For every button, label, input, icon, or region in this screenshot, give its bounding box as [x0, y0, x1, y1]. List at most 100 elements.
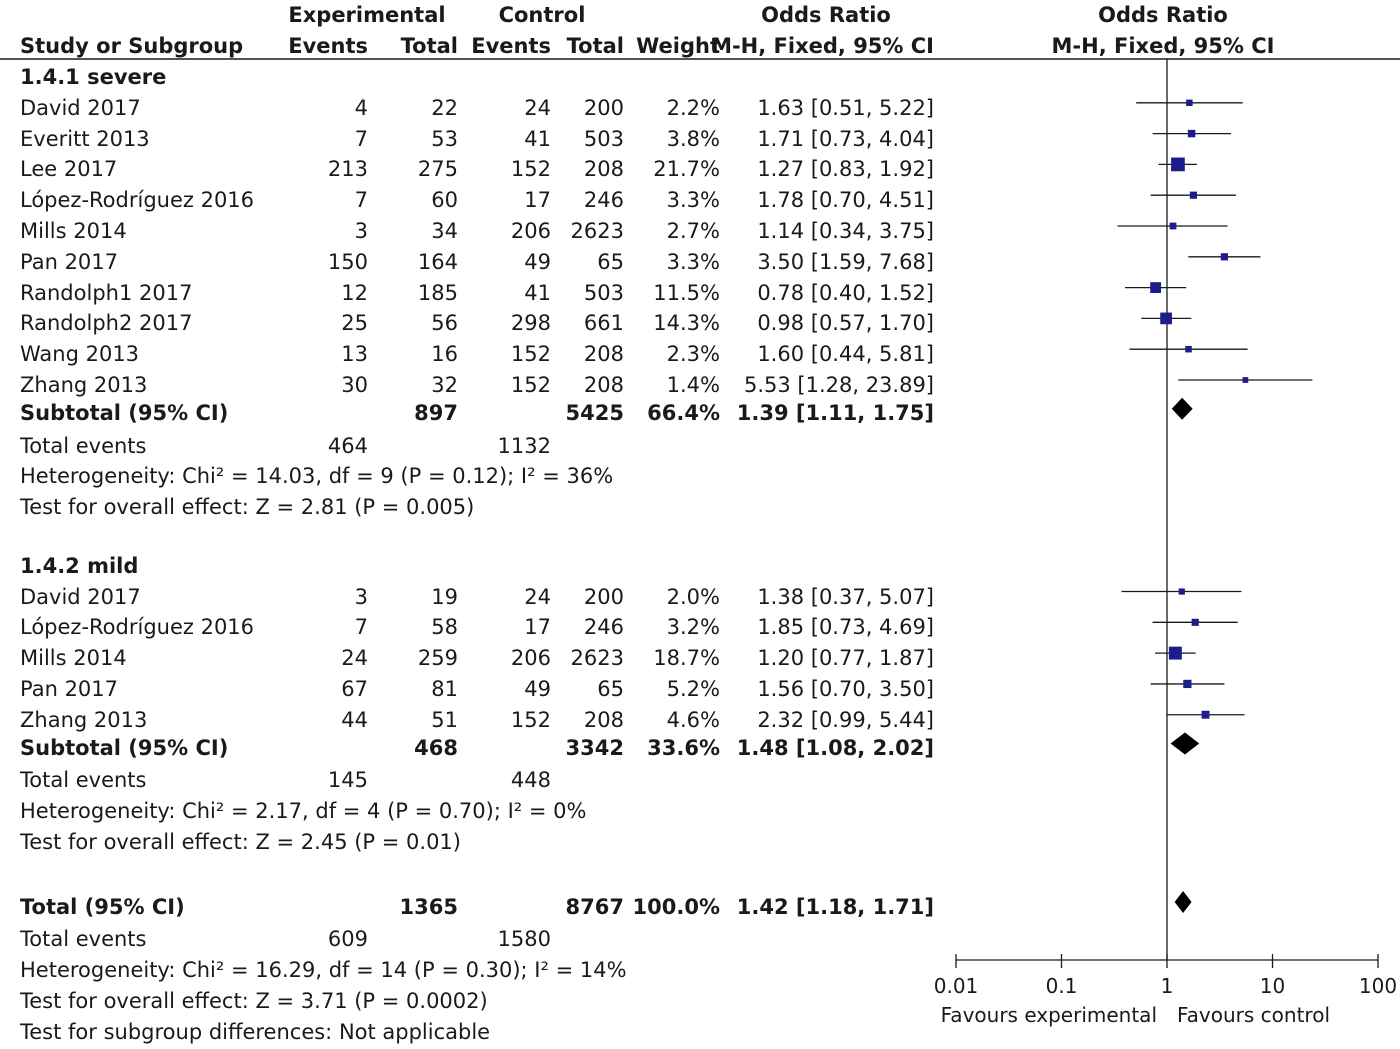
total-label: Total (95% CI) — [20, 895, 185, 919]
x-tick-label: 0.01 — [934, 974, 979, 998]
subtotal-ctl-total: 3342 — [565, 735, 624, 760]
study-name: Pan 2017 — [20, 249, 119, 274]
study-weight-square — [1185, 345, 1192, 353]
exp-events-cell: 3 — [354, 219, 368, 243]
odds-ratio-ci-cell: 1.63 [0.51, 5.22] — [757, 95, 934, 120]
exp-events-cell: 30 — [341, 373, 368, 397]
favours-experimental-label: Favours experimental — [941, 1003, 1157, 1027]
ctl-total-cell: 503 — [583, 280, 624, 305]
header-control: Control — [498, 3, 586, 27]
exp-events-cell: 7 — [354, 615, 368, 640]
study-weight-square — [1168, 646, 1182, 660]
exp-events-cell: 7 — [354, 126, 368, 151]
weight-cell: 3.2% — [666, 615, 720, 640]
ctl-total-cell: 2623 — [570, 646, 624, 671]
overall-heterogeneity-text: Heterogeneity: Chi² = 16.29, df = 14 (P … — [20, 958, 627, 982]
study-weight-square — [1183, 679, 1192, 689]
exp-events-cell: 150 — [327, 249, 368, 274]
subtotal-odds-ratio-ci: 1.48 [1.08, 2.02] — [736, 735, 934, 760]
study-weight-square — [1189, 191, 1198, 199]
ctl-total-cell: 200 — [583, 95, 624, 120]
odds-ratio-ci-cell: 0.78 [0.40, 1.52] — [757, 280, 934, 305]
odds-ratio-ci-cell: 0.98 [0.57, 1.70] — [757, 311, 934, 336]
ctl-total-cell: 2623 — [570, 219, 624, 243]
ctl-events-cell: 152 — [510, 373, 551, 397]
weight-cell: 3.3% — [666, 249, 720, 274]
subtotal-label: Subtotal (95% CI) — [20, 400, 229, 425]
heterogeneity-text: Heterogeneity: Chi² = 2.17, df = 4 (P = … — [20, 799, 587, 824]
study-weight-square — [1160, 312, 1172, 325]
ctl-events-cell: 49 — [524, 249, 551, 274]
header-exp-events: Events — [288, 34, 368, 58]
odds-ratio-ci-cell: 2.32 [0.99, 5.44] — [757, 707, 934, 732]
header-exp-total: Total — [400, 34, 458, 58]
exp-total-cell: 60 — [431, 188, 458, 213]
exp-events-cell: 12 — [341, 280, 368, 305]
overall-effect-test-text: Test for overall effect: Z = 3.71 (P = 0… — [20, 989, 488, 1013]
odds-ratio-ci-cell: 1.78 [0.70, 4.51] — [757, 188, 934, 213]
ctl-events-cell: 49 — [524, 676, 551, 701]
odds-ratio-ci-cell: 1.38 [0.37, 5.07] — [757, 584, 934, 609]
study-weight-square — [1178, 588, 1185, 595]
ctl-total-cell: 661 — [583, 311, 624, 336]
exp-total-cell: 34 — [431, 219, 458, 243]
study-name: Zhang 2013 — [20, 707, 148, 732]
header-ctl-total: Total — [566, 34, 624, 58]
weight-cell: 3.8% — [666, 126, 720, 151]
study-weight-square — [1169, 222, 1177, 230]
ctl-events-cell: 17 — [524, 188, 551, 213]
favours-control-label: Favours control — [1177, 1003, 1330, 1027]
ctl-events-cell: 24 — [524, 95, 551, 120]
x-tick-label: 1 — [1161, 974, 1174, 998]
total-events-label: Total events — [20, 433, 147, 458]
header-study-or-subgroup: Study or Subgroup — [20, 34, 244, 58]
weight-cell: 4.6% — [666, 707, 720, 732]
exp-total-cell: 275 — [417, 157, 458, 182]
weight-cell: 3.3% — [666, 188, 720, 213]
ctl-total-cell: 208 — [583, 707, 624, 732]
total-events-ctl: 1132 — [497, 433, 551, 458]
weight-cell: 2.7% — [666, 219, 720, 243]
x-tick-label: 10 — [1260, 974, 1285, 998]
study-weight-square — [1191, 618, 1199, 626]
subtotal-weight: 66.4% — [647, 400, 720, 425]
exp-total-cell: 19 — [431, 584, 458, 609]
ctl-events-cell: 41 — [524, 280, 551, 305]
ctl-events-cell: 206 — [510, 219, 551, 243]
pooled-estimate-diamond — [1174, 891, 1192, 913]
study-name: Everitt 2013 — [20, 126, 150, 151]
x-tick-label: 0.1 — [1046, 974, 1078, 998]
study-name: López-Rodríguez 2016 — [20, 188, 255, 213]
study-name: López-Rodríguez 2016 — [20, 615, 255, 640]
overall-effect-text: Test for overall effect: Z = 2.81 (P = 0… — [20, 495, 475, 520]
study-name: Randolph1 2017 — [20, 280, 193, 305]
ctl-total-cell: 208 — [583, 373, 624, 397]
odds-ratio-ci-cell: 1.27 [0.83, 1.92] — [757, 157, 934, 182]
header-odds-ratio-plot: Odds Ratio — [1098, 3, 1228, 27]
ctl-events-cell: 41 — [524, 126, 551, 151]
weight-cell: 21.7% — [653, 157, 720, 182]
total-events-ctl: 448 — [510, 768, 551, 793]
odds-ratio-ci-cell: 1.20 [0.77, 1.87] — [757, 646, 934, 671]
subgroup-differences-text: Test for subgroup differences: Not appli… — [20, 1020, 491, 1044]
ctl-events-cell: 298 — [510, 311, 551, 336]
header-method-column: M-H, Fixed, 95% CI — [711, 34, 934, 58]
exp-events-cell: 3 — [354, 584, 368, 609]
study-name: Randolph2 2017 — [20, 311, 193, 336]
exp-events-cell: 13 — [341, 342, 368, 367]
exp-events-cell: 24 — [341, 646, 368, 671]
exp-events-cell: 25 — [341, 311, 368, 336]
pooled-estimate-diamond — [1170, 732, 1200, 755]
exp-total-cell: 259 — [417, 646, 458, 671]
exp-events-cell: 213 — [327, 157, 368, 182]
exp-total-cell: 22 — [431, 95, 458, 120]
weight-cell: 11.5% — [653, 280, 720, 305]
exp-total-cell: 53 — [431, 126, 458, 151]
overall-total-events-label: Total events — [20, 927, 147, 951]
total-events-label: Total events — [20, 768, 147, 793]
exp-events-cell: 4 — [354, 95, 368, 120]
ctl-events-cell: 17 — [524, 615, 551, 640]
study-name: Mills 2014 — [20, 646, 127, 671]
ctl-total-cell: 246 — [583, 188, 624, 213]
